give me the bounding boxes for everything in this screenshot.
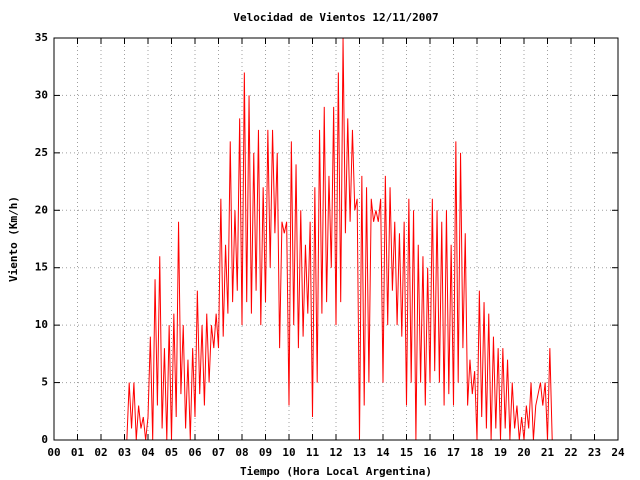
x-tick-label: 12	[329, 446, 342, 459]
x-tick-label: 00	[47, 446, 60, 459]
y-tick-label: 15	[35, 261, 48, 274]
x-tick-label: 14	[376, 446, 390, 459]
y-axis-label: Viento (Km/h)	[7, 196, 20, 282]
x-tick-label: 16	[423, 446, 437, 459]
x-tick-label: 19	[494, 446, 507, 459]
x-tick-label: 08	[235, 446, 248, 459]
x-tick-label: 24	[611, 446, 625, 459]
y-tick-label: 5	[41, 376, 48, 389]
wind-line	[126, 37, 553, 441]
x-tick-label: 18	[470, 446, 483, 459]
x-tick-label: 01	[71, 446, 85, 459]
y-tick-label: 10	[35, 318, 48, 331]
x-tick-label: 22	[564, 446, 577, 459]
x-axis-label: Tiempo (Hora Local Argentina)	[240, 465, 432, 478]
chart-title: Velocidad de Vientos 12/11/2007	[233, 11, 438, 24]
x-tick-label: 13	[353, 446, 366, 459]
x-tick-label: 06	[188, 446, 202, 459]
y-tick-label: 0	[41, 433, 48, 446]
y-tick-label: 35	[35, 31, 48, 44]
y-tick-label: 30	[35, 88, 48, 101]
x-tick-label: 04	[141, 446, 155, 459]
y-tick-label: 25	[35, 146, 48, 159]
x-tick-label: 09	[259, 446, 272, 459]
x-tick-label: 11	[306, 446, 320, 459]
x-tick-label: 03	[118, 446, 131, 459]
x-tick-label: 07	[212, 446, 225, 459]
y-tick-label: 20	[35, 203, 48, 216]
x-tick-label: 15	[400, 446, 413, 459]
x-tick-label: 17	[447, 446, 460, 459]
x-tick-label: 20	[517, 446, 530, 459]
x-tick-label: 05	[165, 446, 178, 459]
plot-border	[53, 37, 619, 441]
x-tick-label: 21	[541, 446, 555, 459]
x-tick-label: 23	[588, 446, 601, 459]
x-tick-label: 02	[94, 446, 107, 459]
x-tick-label: 10	[282, 446, 295, 459]
